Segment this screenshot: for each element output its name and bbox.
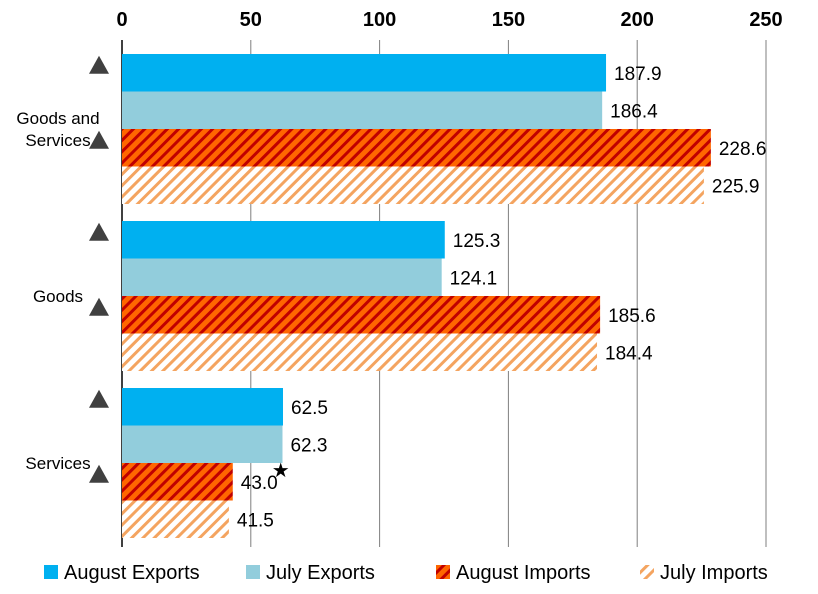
data-label: 62.5 <box>291 398 328 419</box>
triangle-up-icon <box>89 55 109 74</box>
x-tick-label: 200 <box>621 9 654 31</box>
x-tick-label: 0 <box>116 9 127 31</box>
bar-july-imports-2 <box>122 500 229 538</box>
legend-label: July Imports <box>660 562 768 584</box>
bar-august-imports-1 <box>122 296 601 334</box>
data-label: 228.6 <box>719 139 767 160</box>
legend: August Exports July Exports August Imports… <box>44 562 768 584</box>
bar-august-imports-2 <box>122 463 233 501</box>
data-label: 41.5 <box>237 510 274 531</box>
data-label: 43.0 <box>241 473 278 494</box>
change-markers: ★ <box>89 55 290 483</box>
star-icon: ★ <box>272 458 290 482</box>
bar-august-exports-2 <box>122 388 283 426</box>
bar-july-imports-1 <box>122 333 598 371</box>
bar-july-imports-0 <box>122 166 704 204</box>
legend-label: July Exports <box>266 562 375 584</box>
category-label: Services <box>25 454 90 473</box>
data-label: 186.4 <box>610 101 658 122</box>
legend-label: August Imports <box>456 562 591 584</box>
x-tick-label: 50 <box>240 9 262 31</box>
legend-swatch <box>246 565 260 579</box>
bar-august-exports-0 <box>122 54 607 92</box>
data-label: 185.6 <box>608 306 656 327</box>
legend-swatch <box>436 565 450 579</box>
bar-august-exports-1 <box>122 221 445 259</box>
x-tick-label: 150 <box>492 9 525 31</box>
category-label: Goods and Services <box>16 109 99 150</box>
x-tick-label: 100 <box>363 9 396 31</box>
category-labels: Goods and Services Goods Services <box>16 109 99 473</box>
category-label: Goods <box>33 287 83 306</box>
bar-august-imports-0 <box>122 129 711 167</box>
x-axis-ticks: 0 50 100 150 200 250 <box>116 9 782 31</box>
triangle-up-icon <box>89 389 109 408</box>
bar-july-exports-2 <box>122 425 283 463</box>
x-tick-label: 250 <box>749 9 782 31</box>
data-label: 225.9 <box>712 176 760 197</box>
legend-swatch <box>44 565 58 579</box>
bar-july-exports-0 <box>122 91 603 129</box>
data-label: 187.9 <box>614 64 662 85</box>
triangle-up-icon <box>89 464 109 483</box>
triangle-up-icon <box>89 130 109 149</box>
data-label: 62.3 <box>290 435 327 456</box>
bar-july-exports-1 <box>122 258 442 296</box>
bars <box>122 54 711 538</box>
data-label: 184.4 <box>605 343 653 364</box>
data-label: 125.3 <box>453 231 501 252</box>
triangle-up-icon <box>89 297 109 316</box>
data-labels: 187.9 186.4 228.6 225.9 125.3 124.1 185.6 184.4… <box>237 64 767 532</box>
legend-swatch <box>640 565 654 579</box>
legend-label: August Exports <box>64 562 200 584</box>
data-label: 124.1 <box>450 268 498 289</box>
triangle-up-icon <box>89 222 109 241</box>
